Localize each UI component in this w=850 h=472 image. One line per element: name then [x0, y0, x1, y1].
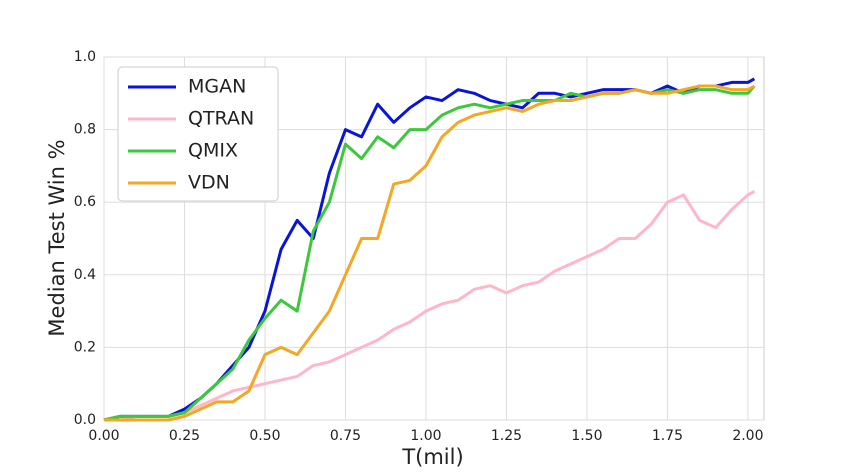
x-tick-label: 0.25 [169, 428, 200, 444]
legend: MGAN QTRAN QMIX VDN [117, 66, 279, 202]
y-axis-title: Median Test Win % [45, 139, 69, 336]
y-tick-label: 0.2 [74, 339, 96, 355]
series-line [104, 84, 756, 422]
x-tick-label: 1.00 [410, 428, 441, 444]
series-line [104, 190, 756, 422]
y-tick-label: 1.0 [74, 49, 96, 65]
x-tick-label: 1.50 [571, 428, 602, 444]
x-tick-label: 0.50 [249, 428, 280, 444]
y-tick-label: 0.0 [74, 412, 96, 428]
x-tick-label: 2.00 [732, 428, 763, 444]
x-tick-label: 1.75 [652, 428, 683, 444]
x-tick-label: 0.75 [330, 428, 361, 444]
x-tick-label: 0.00 [88, 428, 119, 444]
y-tick-label: 0.6 [74, 194, 96, 210]
legend-label: MGAN [188, 76, 246, 98]
legend-label: QMIX [188, 140, 238, 162]
legend-label: QTRAN [188, 108, 254, 130]
y-tick-label: 0.8 [74, 122, 96, 138]
y-tick-label: 0.4 [74, 267, 96, 283]
x-tick-label: 1.25 [491, 428, 522, 444]
legend-box [117, 66, 279, 202]
x-axis-title: T(mil) [401, 445, 463, 469]
legend-label: VDN [188, 172, 230, 194]
